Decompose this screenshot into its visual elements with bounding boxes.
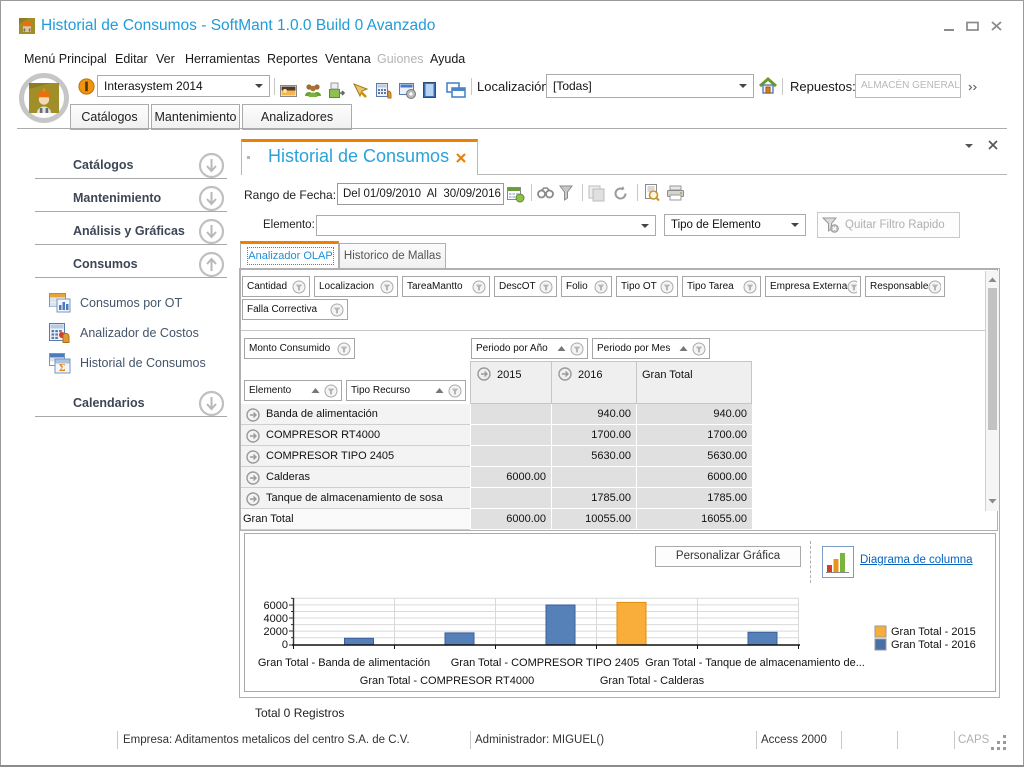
svg-text:Gran Total - Banda de alimenta: Gran Total - Banda de alimentación — [258, 657, 430, 669]
svg-text:Gran Total - 2016: Gran Total - 2016 — [891, 639, 976, 651]
svg-text:Gran Total - 2015: Gran Total - 2015 — [891, 626, 976, 638]
svg-text:Gran Total - Tanque de almacen: Gran Total - Tanque de almacenamiento de… — [645, 657, 865, 669]
svg-text:0: 0 — [282, 639, 288, 651]
svg-text:6000: 6000 — [264, 600, 288, 612]
svg-text:4000: 4000 — [264, 613, 288, 625]
svg-text:2000: 2000 — [264, 626, 288, 638]
svg-text:Gran Total - COMPRESOR TIPO 24: Gran Total - COMPRESOR TIPO 2405 — [451, 657, 640, 669]
svg-text:Σ: Σ — [59, 363, 66, 374]
svg-text:Gran Total - Calderas: Gran Total - Calderas — [600, 675, 705, 687]
svg-text:Gran Total - COMPRESOR RT4000: Gran Total - COMPRESOR RT4000 — [360, 675, 534, 687]
